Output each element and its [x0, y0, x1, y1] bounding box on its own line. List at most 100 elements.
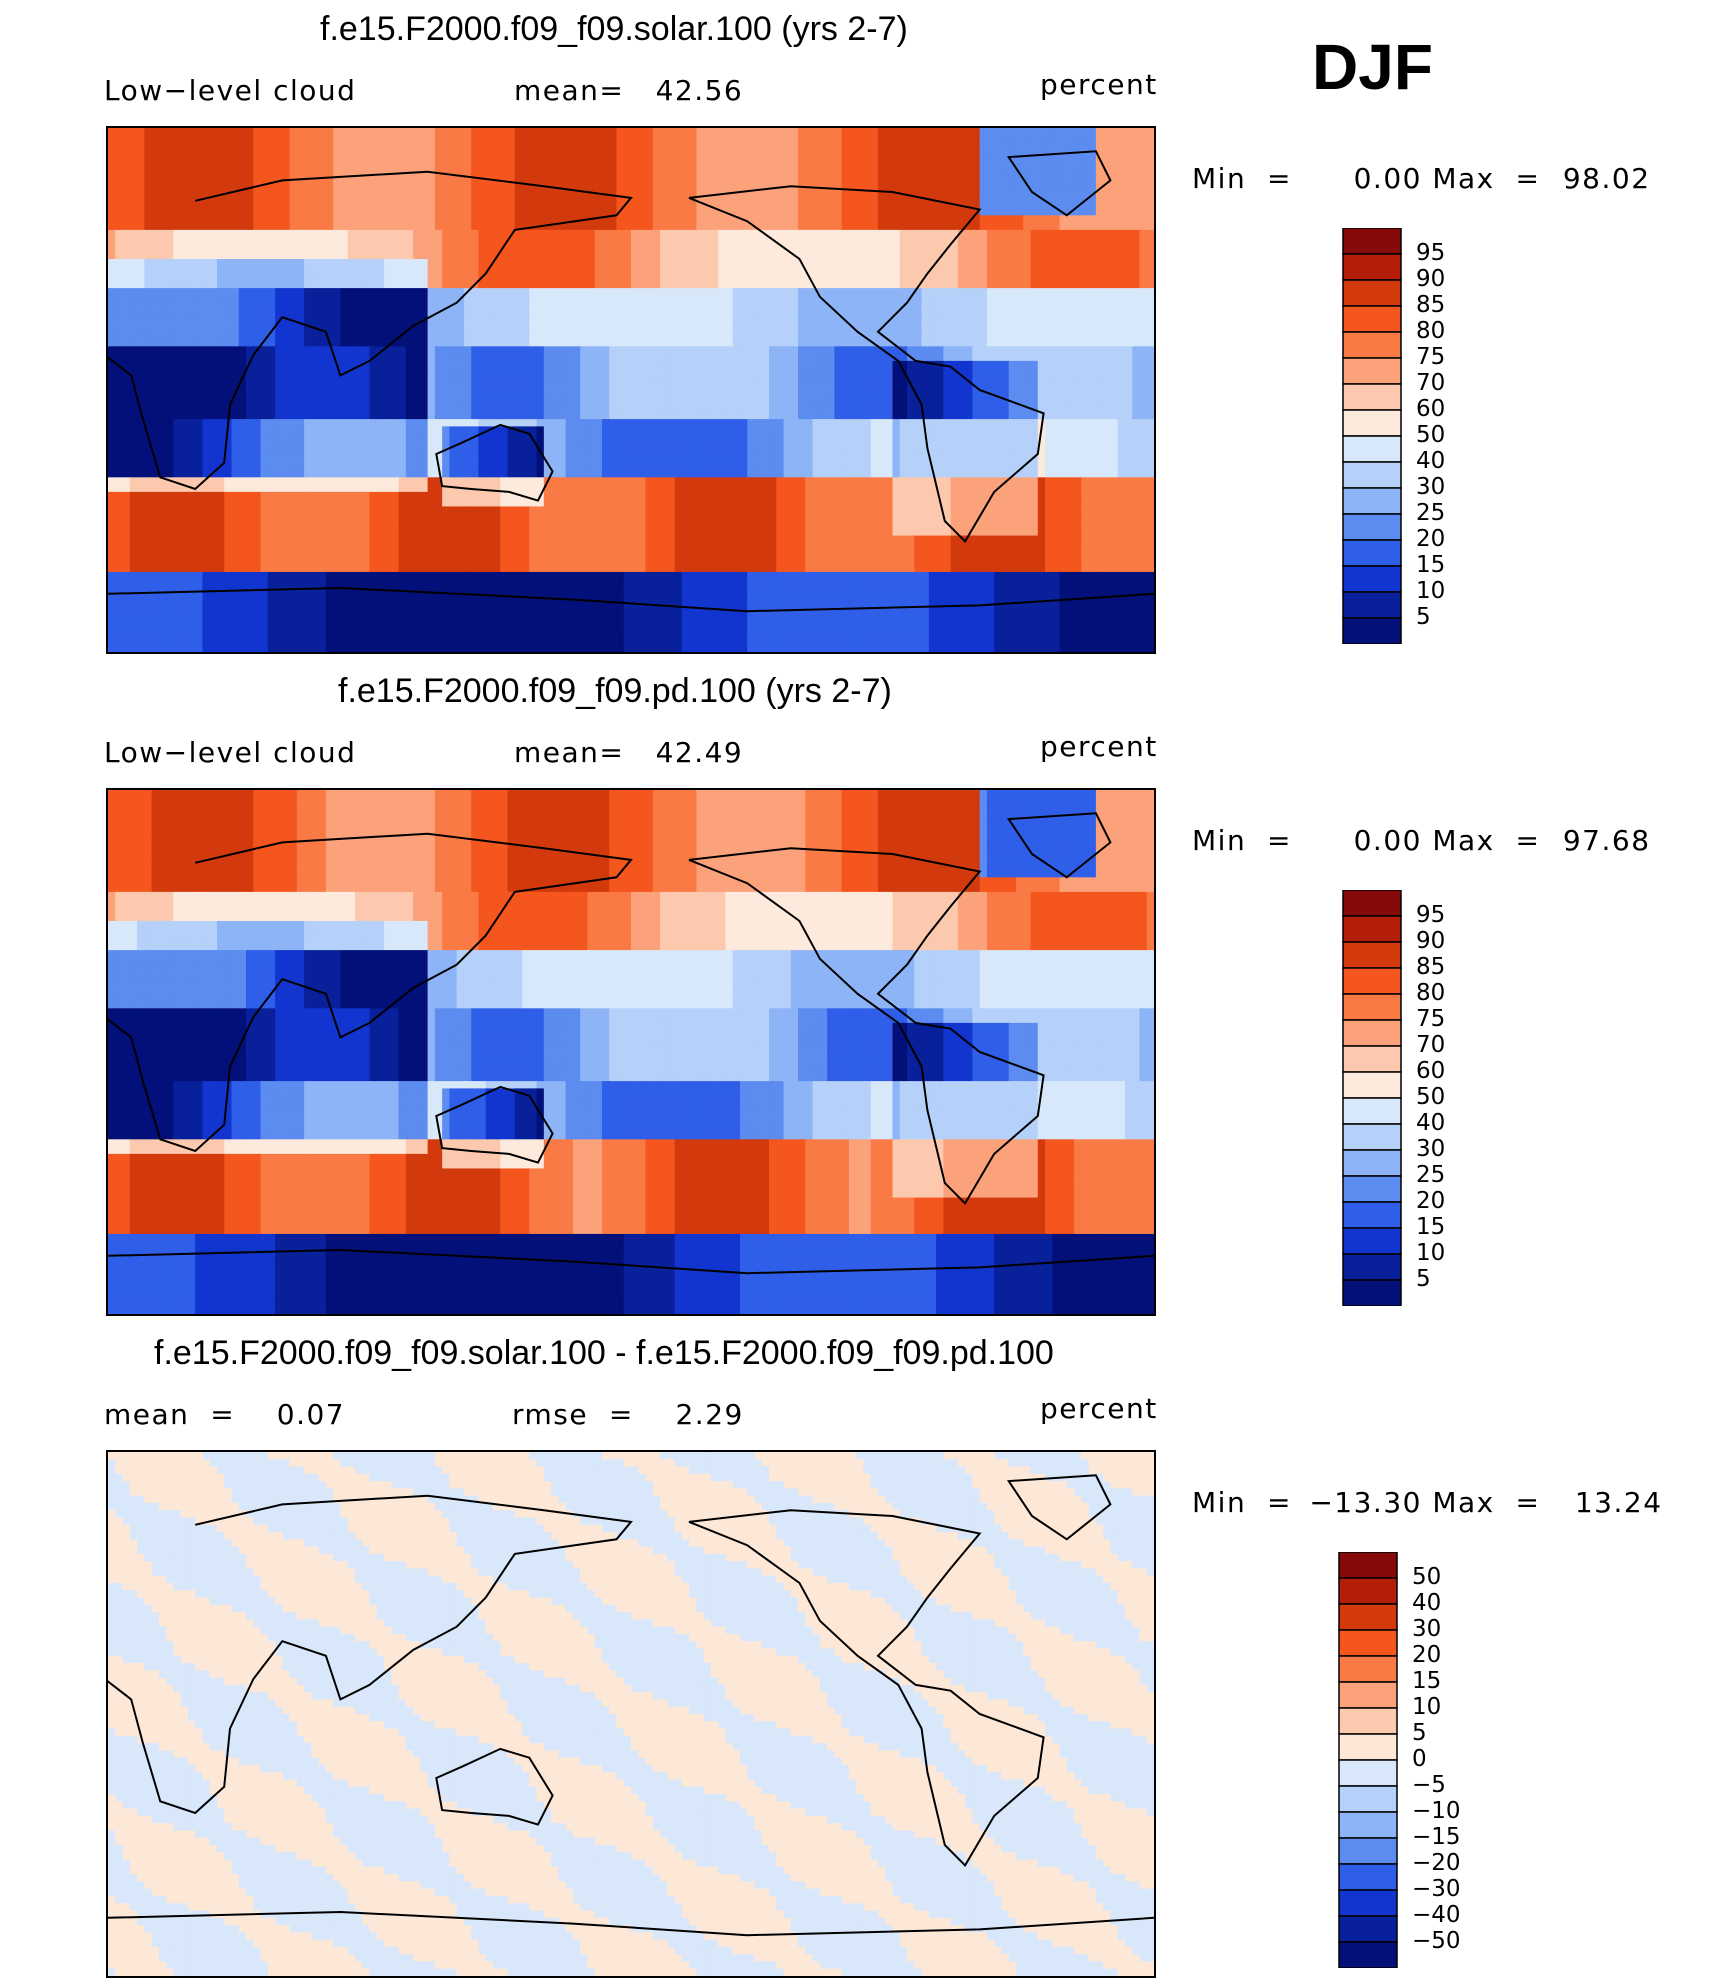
field-cell	[238, 164, 247, 173]
field-cell	[1008, 208, 1017, 216]
field-cell	[580, 128, 589, 136]
field-cell	[1139, 186, 1148, 195]
field-cell	[485, 222, 494, 231]
field-cell	[1074, 237, 1082, 246]
field-cell	[209, 208, 218, 216]
field-cell	[347, 142, 356, 151]
field-cell	[710, 215, 719, 224]
field-cell	[311, 251, 320, 260]
field-cell	[572, 353, 581, 362]
field-cell	[979, 266, 988, 275]
field-cell	[870, 244, 879, 253]
field-cell	[587, 171, 596, 180]
field-cell	[536, 164, 545, 173]
field-cell	[1074, 266, 1082, 275]
field-cell	[325, 368, 334, 377]
field-cell	[689, 273, 697, 282]
field-cell	[899, 237, 908, 246]
field-cell	[369, 295, 378, 304]
field-cell	[180, 309, 189, 318]
field-cell	[115, 149, 124, 158]
field-cell	[311, 200, 320, 209]
field-cell	[384, 295, 392, 304]
field-cell	[340, 288, 349, 296]
field-cell	[354, 266, 363, 275]
field-cell	[718, 331, 727, 340]
field-cell	[442, 295, 450, 304]
field-cell	[442, 331, 450, 340]
field-cell	[1081, 164, 1090, 173]
field-cell	[231, 295, 240, 304]
field-cell	[463, 208, 472, 216]
field-cell	[304, 288, 312, 296]
field-cell	[195, 273, 204, 282]
field-cell	[522, 324, 530, 333]
field-cell	[1030, 339, 1039, 347]
field-cell	[870, 360, 879, 369]
field-cell	[1124, 368, 1133, 377]
field-cell	[478, 360, 487, 369]
field-cell	[703, 193, 712, 202]
field-cell	[485, 360, 494, 369]
field-cell	[1066, 339, 1075, 347]
field-cell	[1001, 244, 1010, 253]
field-cell	[754, 164, 763, 173]
field-cell	[311, 309, 320, 318]
field-cell	[224, 368, 233, 377]
field-cell	[877, 309, 886, 318]
field-cell	[718, 302, 727, 311]
field-cell	[841, 222, 850, 231]
field-cell	[943, 157, 952, 165]
field-cell	[558, 237, 567, 246]
field-cell	[289, 200, 298, 209]
field-cell	[224, 302, 233, 311]
field-cell	[660, 324, 668, 333]
field-cell	[282, 375, 291, 384]
field-cell	[899, 244, 908, 253]
field-cell	[616, 368, 625, 377]
field-cell	[863, 128, 872, 136]
field-cell	[1081, 273, 1090, 282]
field-cell	[514, 346, 523, 355]
field-cell	[500, 324, 509, 333]
field-cell	[434, 215, 443, 224]
field-cell	[674, 324, 683, 333]
field-cell	[166, 200, 174, 209]
field-cell	[928, 171, 937, 180]
field-cell	[1008, 142, 1017, 151]
field-cell	[1045, 229, 1053, 238]
field-cell	[275, 302, 283, 311]
field-cell	[776, 273, 785, 282]
field-cell	[907, 244, 915, 253]
field-cell	[376, 317, 385, 326]
field-cell	[471, 266, 480, 275]
field-cell	[660, 135, 668, 144]
field-cell	[565, 193, 574, 202]
field-cell	[1124, 142, 1133, 151]
field-cell	[1059, 295, 1068, 304]
field-cell	[572, 193, 581, 202]
field-cell	[522, 200, 530, 209]
field-cell	[311, 164, 320, 173]
field-cell	[1117, 157, 1126, 165]
field-cell	[492, 128, 501, 136]
field-cell	[848, 339, 857, 347]
field-cell	[275, 353, 283, 362]
field-cell	[565, 309, 574, 318]
field-cell	[1103, 368, 1112, 377]
field-cell	[369, 164, 378, 173]
field-cell	[1023, 266, 1032, 275]
field-cell	[391, 346, 400, 355]
field-cell	[660, 375, 668, 384]
field-cell	[790, 164, 799, 173]
field-cell	[936, 346, 944, 355]
field-cell	[354, 288, 363, 296]
field-cell	[456, 128, 465, 136]
field-cell	[1103, 229, 1112, 238]
field-cell	[986, 346, 995, 355]
field-cell	[616, 259, 625, 267]
field-cell	[151, 128, 160, 136]
field-cell	[129, 346, 138, 355]
field-cell	[769, 295, 777, 304]
field-cell	[384, 251, 392, 260]
